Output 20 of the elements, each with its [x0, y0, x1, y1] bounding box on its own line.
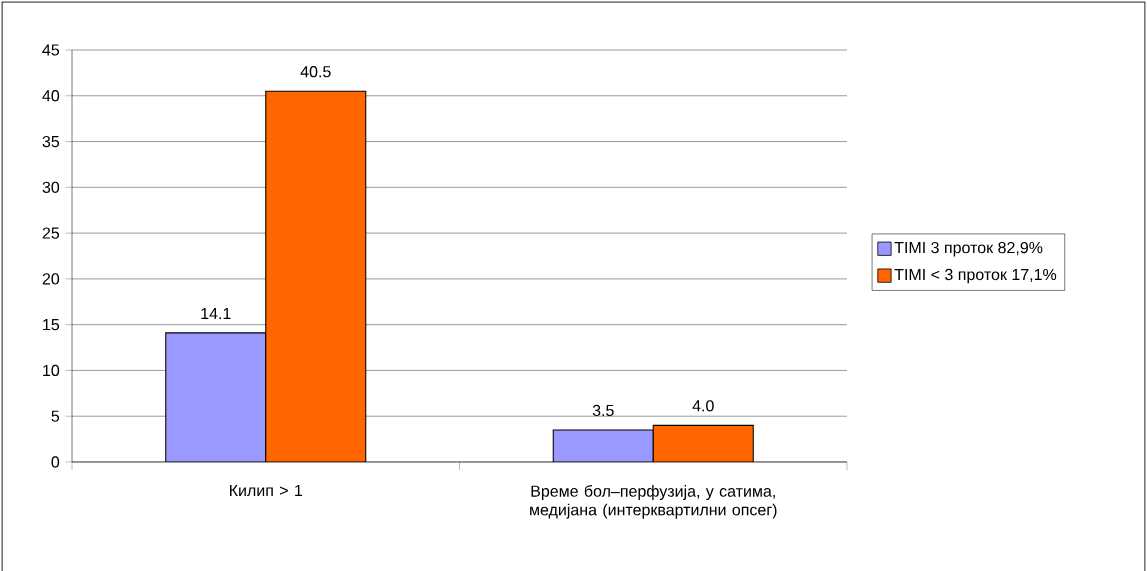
legend-label: TIMI < 3 проток 17,1%: [894, 268, 1057, 284]
y-tick-label: 20: [42, 273, 60, 285]
y-tick-label: 30: [42, 181, 60, 193]
data-label: 40.5: [300, 66, 331, 78]
legend-label: TIMI 3 проток 82,9%: [894, 241, 1043, 257]
y-tick-label: 45: [42, 44, 60, 56]
y-tick-label: 25: [42, 227, 60, 239]
x-tick-label: Време бол–перфузија, у сатима, медијана (интерквартилни опсег): [530, 484, 777, 519]
y-tick-label: 35: [42, 135, 60, 148]
bar: [652, 424, 754, 462]
x-tick-label: Килип > 1: [230, 484, 303, 497]
data-label: 3.5: [592, 404, 614, 417]
y-tick-label: 10: [43, 364, 60, 377]
y-tick-label: 40: [42, 90, 60, 102]
y-tick-label: 0: [51, 456, 60, 468]
data-label: 4.0: [692, 400, 714, 412]
data-label: 14.1: [201, 308, 231, 320]
y-tick-label: 5: [51, 410, 60, 422]
bar: [265, 90, 367, 462]
y-tick-label: 15: [43, 319, 60, 331]
